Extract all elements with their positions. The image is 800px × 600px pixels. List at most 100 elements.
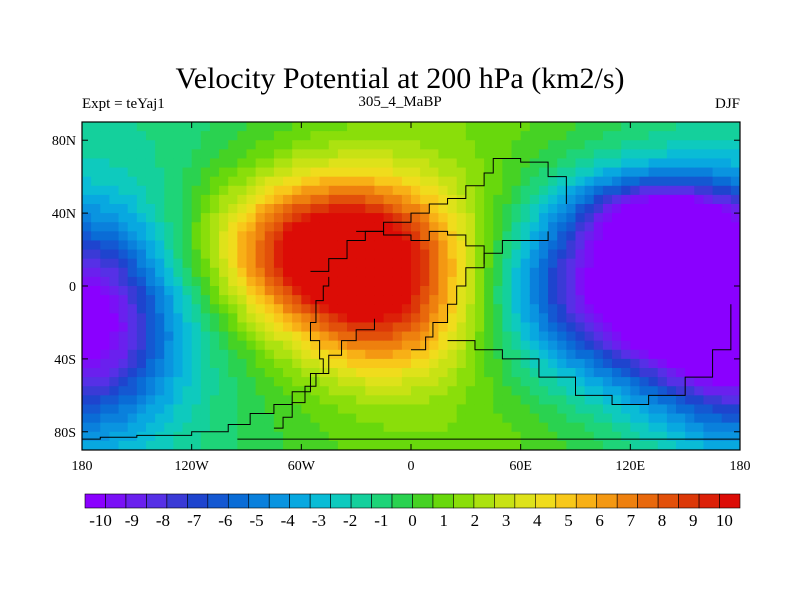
field-cell	[401, 258, 412, 269]
field-cell	[356, 122, 366, 132]
field-cell	[703, 213, 714, 223]
field-cell	[118, 158, 129, 169]
field-cell	[255, 431, 266, 442]
field-cell	[511, 286, 522, 296]
field-cell	[301, 185, 312, 196]
field-cell	[630, 422, 641, 433]
field-cell	[676, 386, 686, 396]
field-cell	[347, 176, 357, 187]
field-cell	[694, 395, 705, 406]
field-cell	[100, 440, 111, 450]
field-cell	[200, 194, 211, 205]
field-cell	[447, 340, 458, 351]
field-cell	[511, 185, 522, 196]
field-cell	[164, 322, 174, 333]
field-cell	[237, 194, 248, 205]
field-cell	[612, 431, 622, 442]
field-cell	[630, 368, 641, 378]
field-cell	[337, 122, 348, 132]
field-cell	[292, 131, 302, 141]
field-cell	[219, 286, 229, 296]
colorbar-swatch	[391, 493, 413, 509]
field-cell	[273, 395, 284, 406]
field-cell	[319, 377, 330, 387]
field-cell	[283, 231, 293, 242]
field-cell	[264, 222, 275, 232]
field-cell	[538, 240, 549, 251]
field-cell	[292, 304, 302, 314]
field-cell	[429, 258, 440, 269]
x-tick-label: 60W	[288, 459, 316, 474]
season-label: DJF	[714, 96, 740, 112]
field-cell	[283, 267, 293, 278]
field-cell	[465, 167, 476, 178]
field-cell	[502, 386, 513, 396]
field-cell	[465, 231, 476, 242]
field-cell	[502, 431, 513, 442]
field-cell	[703, 395, 714, 406]
field-cell	[155, 295, 165, 305]
field-cell	[529, 431, 540, 442]
field-cell	[356, 213, 366, 223]
field-cell	[82, 386, 92, 396]
field-cell	[584, 122, 595, 132]
field-cell	[456, 158, 467, 169]
field-cell	[155, 167, 165, 178]
field-cell	[730, 249, 740, 260]
field-cell	[228, 404, 238, 415]
field-cell	[703, 304, 714, 314]
field-cell	[191, 222, 202, 232]
field-cell	[219, 158, 229, 169]
field-cell	[438, 413, 449, 424]
field-cell	[639, 176, 650, 187]
field-cell	[593, 431, 604, 442]
field-cell	[694, 440, 705, 450]
field-cell	[511, 304, 522, 314]
field-cell	[420, 340, 430, 351]
field-cell	[164, 386, 174, 396]
colorbar-label: -1	[374, 511, 388, 530]
field-cell	[420, 249, 430, 260]
field-cell	[383, 249, 394, 260]
field-cell	[136, 404, 147, 415]
field-cell	[365, 386, 376, 396]
field-cell	[429, 249, 440, 260]
field-cell	[447, 395, 458, 406]
field-cell	[520, 204, 531, 214]
field-cell	[273, 194, 284, 205]
field-cell	[520, 131, 531, 141]
field-cell	[621, 404, 631, 415]
field-cell	[401, 404, 412, 415]
field-cell	[255, 304, 266, 314]
field-cell	[511, 368, 522, 378]
field-cell	[712, 231, 723, 242]
field-cell	[182, 176, 193, 187]
field-cell	[100, 258, 111, 269]
field-cell	[621, 231, 631, 242]
field-cell	[676, 395, 686, 406]
field-cell	[319, 140, 330, 150]
field-cell	[228, 331, 238, 342]
field-cell	[502, 267, 513, 278]
field-cell	[328, 149, 339, 160]
field-cell	[648, 131, 659, 141]
colorbar-swatch	[698, 493, 720, 509]
field-cell	[511, 131, 522, 141]
field-cell	[164, 422, 174, 433]
field-cell	[200, 149, 211, 160]
field-cell	[365, 267, 376, 278]
field-cell	[301, 431, 312, 442]
field-cell	[347, 258, 357, 269]
field-cell	[347, 404, 357, 415]
field-cell	[100, 158, 111, 169]
field-cell	[612, 158, 622, 169]
field-cell	[447, 404, 458, 415]
field-cell	[648, 213, 659, 223]
field-cell	[209, 231, 220, 242]
field-cell	[292, 295, 302, 305]
field-cell	[127, 322, 138, 333]
field-cell	[474, 267, 485, 278]
field-cell	[438, 222, 449, 232]
colorbar-swatch	[248, 493, 270, 509]
field-cell	[145, 276, 156, 287]
